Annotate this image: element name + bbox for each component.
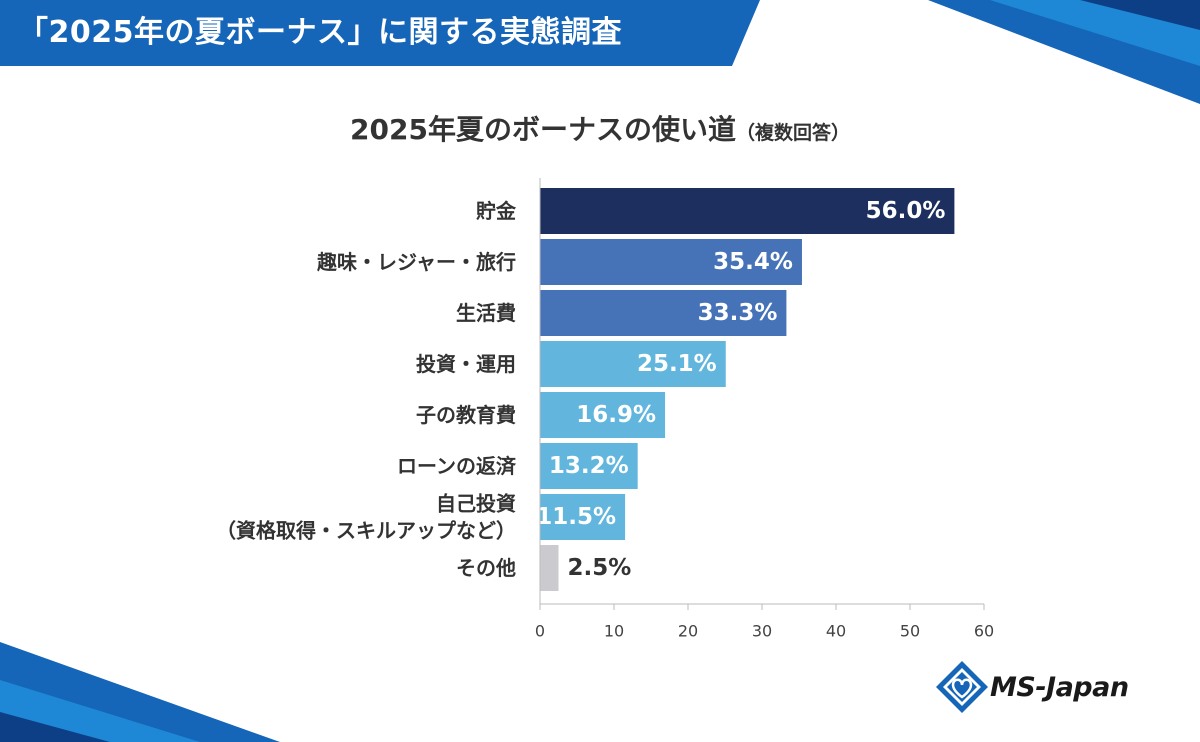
chart-title-subtitle: （複数回答） <box>735 122 850 144</box>
chart-title: 2025年夏のボーナスの使い道（複数回答） <box>0 108 1200 148</box>
bar-7 <box>540 545 559 591</box>
category-label-5: ローンの返済 <box>397 454 517 478</box>
bar-2 <box>540 290 787 336</box>
bar-0 <box>540 188 955 234</box>
value-label-3: 25.1% <box>637 351 717 377</box>
x-tick-label-1: 10 <box>604 622 624 641</box>
category-label-3: 投資・運用 <box>416 352 516 376</box>
value-label-2: 33.3% <box>698 300 778 326</box>
bar-6 <box>540 494 626 540</box>
bar-4 <box>540 392 666 438</box>
top-right-decoration <box>928 0 1200 104</box>
x-tick-label-6: 60 <box>974 622 994 641</box>
value-label-7: 2.5% <box>568 555 632 581</box>
category-label-7: その他 <box>456 556 516 580</box>
header-title: 「2025年の夏ボーナス」に関する実態調査 <box>18 15 622 50</box>
x-tick-label-2: 20 <box>678 622 698 641</box>
value-label-4: 16.9% <box>576 402 656 428</box>
value-label-0: 56.0% <box>866 198 946 224</box>
value-label-6: 11.5% <box>536 504 616 530</box>
category-label-0: 貯金 <box>476 199 517 223</box>
value-label-1: 35.4% <box>713 249 793 275</box>
category-label-6-line-0: 自己投資 <box>436 492 516 516</box>
category-label-1: 趣味・レジャー・旅行 <box>316 250 516 274</box>
category-label-2: 生活費 <box>456 301 516 325</box>
x-tick-label-0: 0 <box>535 622 545 641</box>
category-label-6-line-1: （資格取得・スキルアップなど） <box>216 519 516 543</box>
bar-5 <box>540 443 638 489</box>
ms-japan-logo-icon <box>936 661 988 713</box>
bar-1 <box>540 239 802 285</box>
logo-text: MS-Japan <box>990 672 1129 703</box>
bottom-left-decoration <box>0 642 280 742</box>
value-label-5: 13.2% <box>549 453 629 479</box>
header-banner <box>0 0 760 66</box>
category-label-4: 子の教育費 <box>416 403 516 427</box>
chart-title-main: 2025年夏のボーナスの使い道 <box>350 113 736 146</box>
x-tick-label-4: 40 <box>826 622 846 641</box>
bar-3 <box>540 341 726 387</box>
x-tick-label-3: 30 <box>752 622 772 641</box>
x-tick-label-5: 50 <box>900 622 920 641</box>
